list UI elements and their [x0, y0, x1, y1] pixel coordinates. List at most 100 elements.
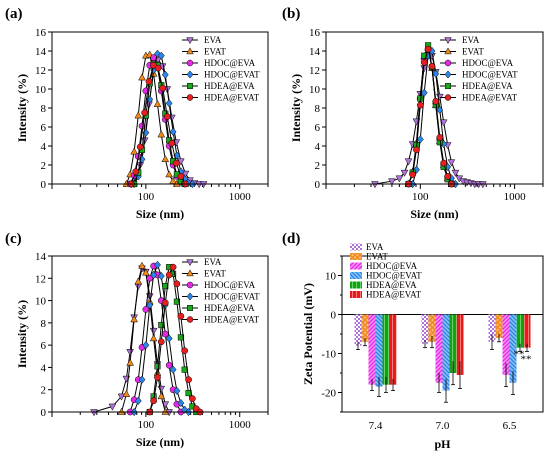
x-tick-label: 1000	[504, 191, 527, 203]
data-point	[161, 70, 169, 79]
data-point	[168, 139, 176, 147]
legend-label: EVA	[366, 242, 384, 252]
bar-hdoc-eva	[435, 314, 443, 383]
data-point	[126, 358, 134, 366]
legend-marker	[187, 305, 193, 311]
data-point	[138, 375, 146, 384]
data-point	[165, 334, 173, 343]
data-point	[428, 62, 436, 70]
y-tick-label: 8	[315, 103, 321, 115]
data-point	[142, 306, 150, 313]
significance-label: **	[514, 349, 525, 361]
data-point	[436, 134, 444, 141]
data-point	[157, 51, 165, 60]
data-point	[117, 407, 126, 415]
legend-label: HDEA@EVA	[204, 81, 255, 91]
data-point	[169, 127, 177, 136]
legend-marker	[444, 59, 452, 67]
data-point	[371, 181, 379, 189]
x-tick-label: 7.4	[369, 420, 383, 432]
data-point	[173, 280, 181, 288]
data-point	[138, 73, 146, 81]
data-point	[388, 178, 396, 186]
y-tick-label: 14	[309, 46, 321, 58]
data-point	[149, 327, 158, 335]
legend-label: EVAT	[366, 252, 388, 262]
legend-marker	[186, 259, 194, 267]
data-point	[165, 361, 173, 369]
data-point	[420, 88, 428, 97]
data-point	[165, 99, 173, 108]
legend-marker	[444, 94, 452, 101]
data-point	[451, 169, 460, 177]
legend-marker	[444, 47, 452, 55]
x-tick-label: 6.5	[503, 420, 517, 432]
y-tick-label: 10	[35, 84, 47, 96]
data-point	[173, 386, 181, 395]
data-point	[409, 171, 417, 178]
y-tick-label: 6	[315, 122, 321, 134]
data-point	[142, 341, 150, 350]
data-point	[177, 312, 185, 320]
y-tick-label: 8	[41, 318, 47, 330]
data-point	[126, 349, 134, 357]
legend: EVAEVATHDOC@EVAHDOC@EVATHDEA@EVAHDEA@EVA…	[350, 242, 422, 300]
legend-label: EVA	[204, 35, 222, 45]
data-point	[404, 158, 413, 166]
data-point	[447, 159, 456, 167]
data-point	[134, 111, 143, 119]
y-tick-label: 4	[41, 362, 47, 374]
data-point	[157, 385, 166, 393]
bar-eva	[354, 314, 362, 346]
x-tick-label: 100	[138, 191, 155, 203]
bar-hdea-evat	[389, 314, 397, 385]
y-tick-label: -20	[321, 388, 336, 400]
data-point	[153, 99, 162, 107]
bar-hdea-eva	[516, 314, 524, 348]
legend-label: HDEA@EVAT	[462, 93, 518, 103]
data-point	[150, 270, 158, 280]
data-point	[432, 69, 440, 78]
data-point	[117, 393, 126, 401]
legend-label: HDOC@EVA	[366, 261, 418, 271]
series-hdoc-evat	[130, 260, 192, 417]
data-point	[395, 175, 404, 183]
data-point	[173, 298, 180, 305]
data-point	[185, 376, 192, 384]
data-point	[439, 119, 448, 127]
plot-frame	[325, 31, 544, 185]
data-point	[420, 59, 428, 66]
data-point	[141, 109, 148, 117]
panel-d: (d) -20 -10 0 10 7.4 7.0 6.5 **** pH Zeta Potentia…	[282, 231, 544, 451]
x-tick-label: 1000	[229, 419, 252, 431]
data-point	[142, 268, 150, 276]
legend-label: HDEA@EVAT	[204, 93, 260, 103]
data-point	[161, 155, 170, 163]
data-point	[181, 170, 190, 178]
data-point	[161, 299, 169, 307]
legend-label: HDOC@EVA	[204, 58, 256, 68]
y-tick-label: 2	[315, 160, 321, 172]
data-point	[424, 45, 432, 53]
legend-swatch	[350, 281, 362, 289]
x-axis-title: Size (nm)	[410, 207, 458, 221]
data-point	[154, 374, 161, 381]
y-tick-label: 10	[325, 271, 337, 283]
bar-hdoc-evat	[375, 314, 383, 387]
legend-label: EVA	[204, 257, 222, 267]
data-point	[157, 392, 166, 400]
plot-frame	[51, 255, 269, 413]
y-tick-label: 12	[35, 65, 46, 77]
x-tick-label: 100	[412, 191, 429, 203]
legend-marker	[186, 59, 194, 67]
data-point	[108, 403, 117, 411]
x-axis-title: Size (nm)	[136, 207, 184, 221]
y-tick-label: 2	[41, 385, 47, 397]
data-point	[157, 271, 165, 281]
panel-label: (b)	[282, 6, 300, 22]
bar-eva	[488, 314, 496, 342]
y-tick-label: 16	[309, 27, 321, 39]
y-tick-label: 0	[315, 179, 321, 191]
bar-hdoc-evat	[442, 314, 450, 391]
data-point	[157, 338, 165, 346]
